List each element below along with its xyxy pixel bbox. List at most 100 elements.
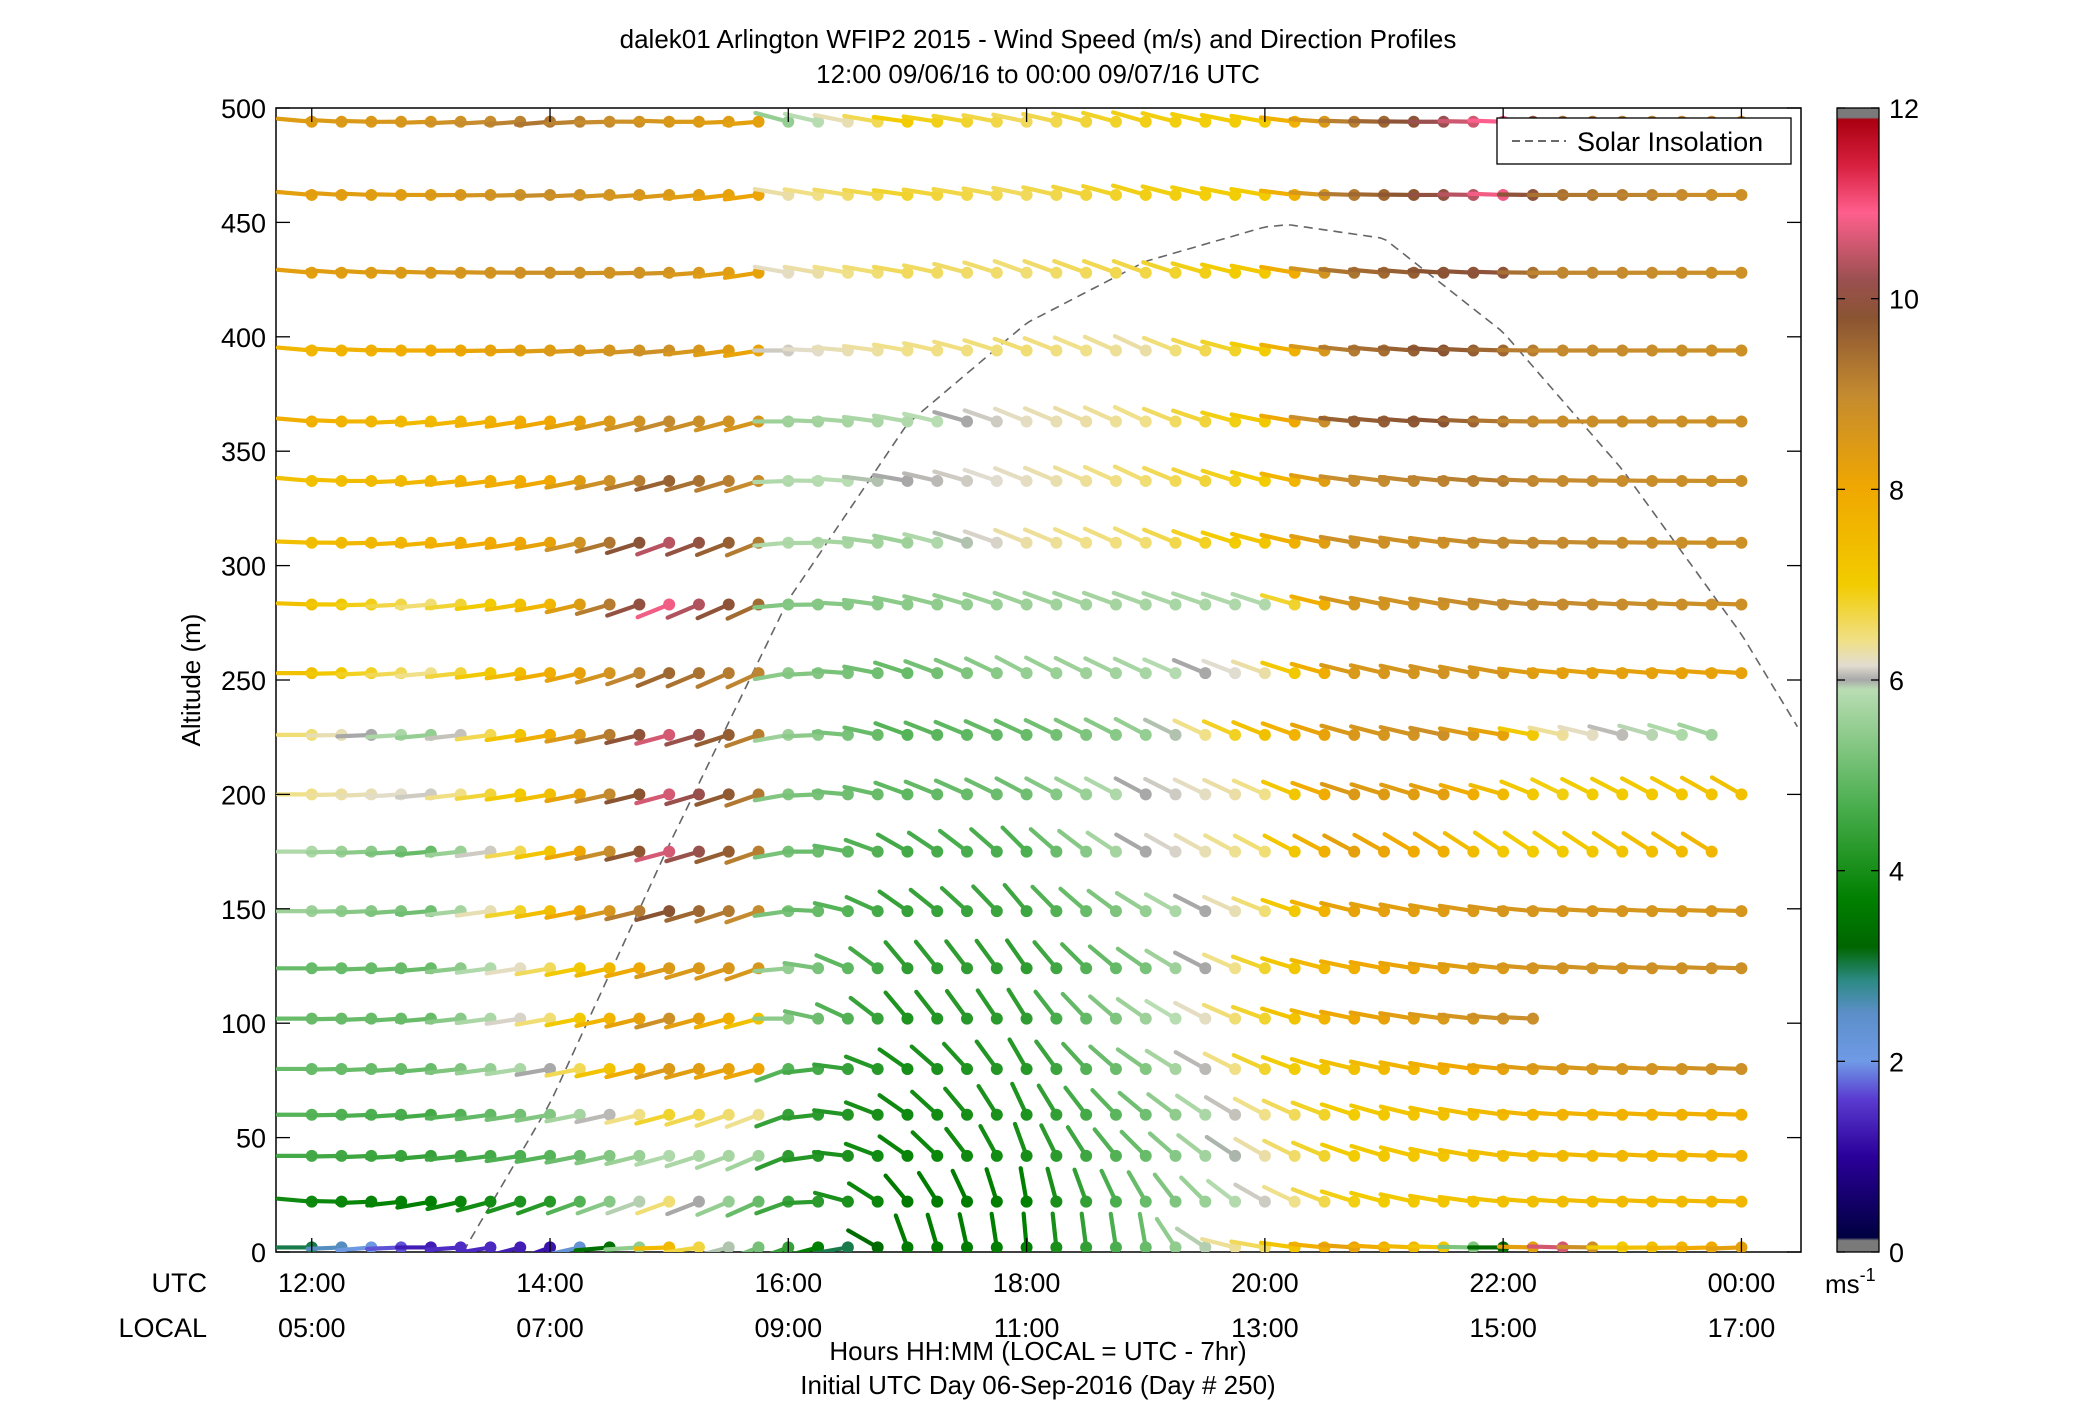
wind-barb [1617,723,1659,741]
y-tick-label: 0 [251,1238,266,1268]
wind-barb-dot [1109,1241,1122,1252]
wind-barb [1649,775,1688,801]
wind-barb-dot [812,1195,825,1208]
wind-barb [1142,657,1182,680]
wind-barb-dot [1080,845,1093,858]
wind-barb [1348,724,1391,741]
wind-barb-dot [1229,667,1242,680]
wind-barb [1621,831,1659,858]
wind-barb-dot [990,962,1003,975]
wind-barb-dot [1258,845,1271,858]
wind-barb-dot [1199,344,1212,357]
wind-barb [1054,776,1093,801]
wind-barb-dot [931,1108,944,1121]
wind-barb-dot [633,1062,646,1075]
wind-barb-dot [1139,598,1152,611]
wind-barb [932,339,974,357]
wind-barb-dot [1229,536,1242,549]
wind-barb [994,776,1033,801]
wind-barb [634,905,676,922]
wind-barb [1647,723,1688,741]
wind-barb [663,1241,705,1252]
wind-barb-dot [990,598,1003,611]
wind-barb [544,905,586,920]
wind-barb-dot [1229,474,1242,487]
wind-barb [992,406,1033,428]
wind-barb-dot [663,667,676,680]
y-tick-label: 400 [221,323,266,353]
wind-barb [1085,830,1122,858]
wind-barb [544,536,586,553]
wind-barb-dot [1556,788,1569,801]
wind-barb [1152,1172,1182,1208]
wind-barb-dot [663,415,676,428]
wind-barb [574,1062,616,1079]
wind-barb [1499,779,1539,801]
wind-barb-dot [1050,962,1063,975]
wind-barb-dot [901,344,914,357]
x-tick-label-utc: 20:00 [1231,1268,1299,1298]
wind-barb [723,1062,765,1080]
wind-barb-dot [603,905,616,918]
wind-barb-dot [1080,1195,1093,1208]
wind-barb [604,1012,646,1029]
wind-barb-dot [1169,962,1182,975]
wind-barb-dot [573,598,586,611]
wind-barb [812,1108,854,1121]
colorbar-tick-label: 8 [1889,475,1904,505]
wind-barb [871,264,914,279]
wind-barb [1233,1182,1271,1208]
wind-barb [1438,782,1480,801]
wind-barb-dot [722,536,735,549]
wind-barb [574,1149,616,1166]
wind-barb-dot [931,1241,944,1252]
wind-barb-dot [573,1012,586,1025]
wind-barb [848,946,884,975]
wind-barb [1144,948,1182,975]
wind-barb [1289,1008,1331,1025]
wind-barb-dot [1109,415,1122,428]
wind-barb [1319,1189,1361,1208]
wind-barb [1179,1175,1212,1208]
wind-barb [1201,1002,1242,1025]
wind-barb-dot [603,1108,616,1121]
wind-barb [993,718,1033,741]
wind-barb [1045,1166,1063,1208]
wind-barb-dot [1348,845,1361,858]
wind-barb [925,1212,944,1252]
wind-barb-dot [1169,1012,1182,1025]
wind-barb [1204,1134,1242,1162]
wind-barb [941,1041,974,1075]
wind-barb-dot [1467,788,1480,801]
wind-barb-dot [990,415,1003,428]
wind-barb-dot [1288,788,1301,801]
wind-barb-dot [1020,845,1033,858]
wind-barb-dot [871,1062,884,1075]
wind-barb-dot [931,667,944,680]
wind-barb-dot [1586,728,1599,741]
wind-barb [1141,260,1182,279]
wind-barb-dot [663,728,676,741]
wind-barb-dot [1229,962,1242,975]
wind-barb [604,1062,646,1080]
wind-barb [909,1044,944,1075]
wind-barb [1378,1145,1420,1162]
wind-barb-dot [990,1195,1003,1208]
wind-barb-dot [1020,474,1033,487]
wind-barb [992,590,1033,611]
wind-barb [992,466,1033,487]
wind-barb [792,1241,825,1252]
wind-barb [1352,832,1391,858]
wind-barb [1502,830,1539,858]
wind-barb-dot [1258,1195,1271,1208]
wind-barb-dot [1020,788,1033,801]
wind-barb-dot [722,415,735,428]
wind-barb-dot [573,905,586,918]
wind-barb [1112,464,1152,487]
wind-barb-dot [990,536,1003,549]
wind-barb [1231,778,1271,801]
wind-barb [1052,465,1093,487]
wind-barb [1175,1093,1212,1121]
wind-barb [1053,655,1093,680]
wind-barb-dot [901,1195,914,1208]
